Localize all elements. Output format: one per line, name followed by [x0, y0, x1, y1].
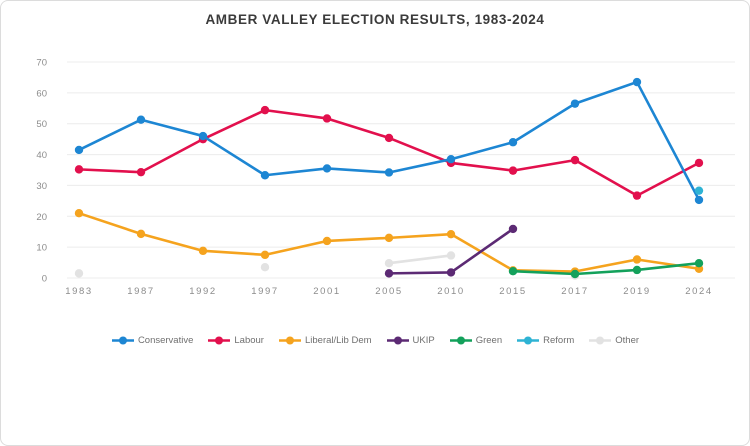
legend-marker-reform: [517, 336, 540, 345]
legend-item-conservative: Conservative: [111, 335, 193, 346]
data-point-green: [632, 265, 642, 275]
data-point-ukip: [446, 268, 456, 277]
data-point-labour: [322, 114, 332, 123]
legend-marker-labour: [208, 336, 231, 345]
data-point-other: [260, 263, 270, 272]
legend-marker-other: [589, 336, 612, 345]
data-point-labour: [632, 191, 642, 200]
legend-label-conservative: Conservative: [137, 335, 194, 346]
data-point-labour: [136, 167, 146, 177]
data-point-conservative: [570, 99, 580, 108]
legend-marker-green: [449, 336, 472, 345]
x-axis-tick-label: 1997: [251, 286, 279, 297]
data-point-labour: [694, 158, 704, 168]
data-point-labour: [508, 166, 518, 175]
data-point-labour: [384, 133, 394, 143]
legend-marker-conservative: [111, 336, 134, 345]
data-point-green: [570, 269, 580, 279]
y-axis-tick-label: 50: [36, 119, 47, 130]
data-point-conservative: [632, 77, 642, 87]
y-axis-tick-label: 70: [36, 58, 47, 69]
y-axis-tick-label: 0: [42, 274, 47, 285]
y-axis-tick-label: 60: [36, 88, 47, 99]
data-point-conservative: [74, 145, 84, 155]
legend-label-liberal-lib-dem: Liberal/Lib Dem: [304, 335, 372, 346]
data-point-liberal-lib-dem: [198, 246, 208, 256]
data-point-liberal-lib-dem: [322, 236, 332, 246]
series-line-green: [511, 261, 701, 276]
data-point-green: [508, 267, 518, 276]
legend-marker-liberal-lib-dem: [278, 336, 301, 345]
legend-label-other: Other: [615, 335, 640, 346]
chart-legend: Conservative Labour Liberal/Lib Dem UKIP Gre…: [1, 335, 749, 346]
data-point-conservative: [322, 164, 332, 173]
line-chart-plot: 0 10 20 30 40 50 60 70 1983 1987 1992 1997 2001 2005 2…: [36, 58, 735, 297]
data-point-other: [446, 251, 456, 260]
legend-label-labour: Labour: [234, 335, 264, 346]
x-axis-tick-label: 2019: [623, 286, 651, 297]
data-point-conservative: [198, 131, 208, 141]
series-line-labour: [77, 108, 701, 197]
data-point-conservative: [384, 168, 394, 177]
x-axis-tick-label: 1983: [65, 286, 93, 297]
data-point-ukip: [508, 224, 518, 234]
legend-item-ukip: UKIP: [386, 335, 435, 346]
y-axis-tick-label: 40: [36, 150, 47, 161]
y-axis-tick-label: 30: [36, 181, 47, 192]
legend-marker-ukip: [386, 336, 409, 345]
y-axis-tick-label: 20: [36, 212, 47, 223]
y-axis-tick-label: 10: [36, 243, 47, 254]
x-axis-tick-label: 1987: [127, 286, 155, 297]
legend-item-labour: Labour: [207, 335, 264, 346]
data-point-conservative: [694, 195, 704, 205]
data-point-liberal-lib-dem: [446, 229, 456, 239]
data-point-liberal-lib-dem: [74, 209, 84, 218]
data-point-labour: [260, 105, 270, 115]
legend-item-green: Green: [449, 335, 502, 346]
data-point-conservative: [260, 171, 270, 180]
data-point-conservative: [508, 138, 518, 147]
legend-label-reform: Reform: [543, 335, 575, 346]
data-point-reform: [694, 186, 704, 195]
data-point-liberal-lib-dem: [136, 229, 146, 239]
data-point-green: [694, 258, 704, 268]
data-point-other: [384, 258, 394, 268]
data-point-liberal-lib-dem: [260, 250, 270, 260]
data-point-labour: [570, 155, 580, 165]
legend-item-reform: Reform: [516, 335, 574, 346]
data-point-conservative: [136, 115, 146, 124]
x-axis-tick-label: 2024: [685, 286, 713, 297]
data-point-labour: [74, 165, 84, 174]
x-axis-tick-label: 2010: [437, 286, 465, 297]
x-axis-tick-label: 2005: [375, 286, 403, 297]
legend-label-green: Green: [475, 335, 503, 346]
data-point-ukip: [384, 269, 394, 278]
data-point-liberal-lib-dem: [384, 233, 394, 243]
chart-title: AMBER VALLEY ELECTION RESULTS, 1983-2024: [205, 12, 545, 27]
legend-label-ukip: UKIP: [412, 335, 435, 346]
x-axis-tick-label: 2015: [499, 286, 527, 297]
x-axis-tick-label: 2017: [561, 286, 589, 297]
legend-item-liberal-lib-dem: Liberal/Lib Dem: [278, 335, 372, 346]
series-line-other: [387, 254, 453, 265]
data-point-other: [74, 269, 84, 278]
x-axis-tick-label: 1992: [189, 286, 217, 297]
data-point-liberal-lib-dem: [632, 255, 642, 264]
data-point-conservative: [446, 155, 456, 164]
x-axis-tick-label: 2001: [313, 286, 341, 297]
legend-item-other: Other: [588, 335, 639, 346]
